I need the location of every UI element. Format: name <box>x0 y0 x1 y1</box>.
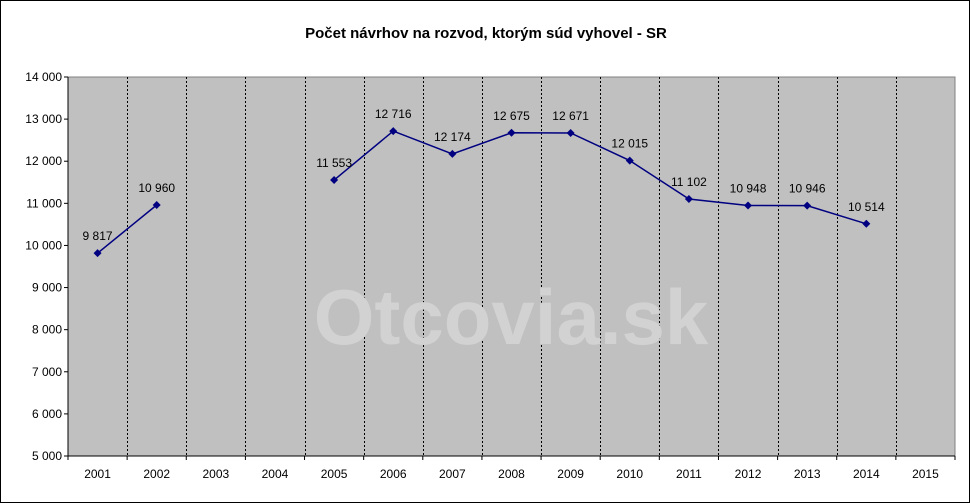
data-label: 12 675 <box>493 109 530 123</box>
y-tick-label: 12 000 <box>25 154 62 168</box>
series-line <box>93 127 871 258</box>
data-point <box>566 128 575 137</box>
data-point <box>330 176 339 185</box>
x-tick-label: 2008 <box>498 467 525 481</box>
data-label: 12 716 <box>375 107 412 121</box>
gridlines <box>127 77 897 456</box>
data-label: 12 174 <box>434 130 471 144</box>
data-label: 12 671 <box>552 109 589 123</box>
data-label: 10 960 <box>138 181 175 195</box>
x-tick-label: 2011 <box>676 467 702 481</box>
watermark-logo: Otcovia.sk <box>314 273 709 361</box>
data-point <box>507 128 516 137</box>
data-label: 11 102 <box>671 175 707 189</box>
data-point <box>803 201 812 210</box>
data-point <box>862 219 871 228</box>
y-tick-label: 10 000 <box>25 238 62 252</box>
y-tick-label: 8 000 <box>32 323 62 337</box>
x-tick-label: 2001 <box>84 467 111 481</box>
y-tick-label: 11 000 <box>26 196 62 210</box>
x-tick-label: 2013 <box>794 467 821 481</box>
x-tick-label: 2012 <box>735 467 762 481</box>
x-tick-label: 2004 <box>262 467 289 481</box>
data-point <box>93 249 102 258</box>
data-label: 12 015 <box>611 137 648 151</box>
data-point <box>448 149 457 158</box>
x-tick-label: 2014 <box>853 467 880 481</box>
y-tick-label: 5 000 <box>32 449 62 463</box>
data-label: 11 553 <box>316 156 352 170</box>
y-tick-label: 14 000 <box>25 70 62 84</box>
data-label: 10 948 <box>730 182 767 196</box>
y-tick-label: 13 000 <box>25 112 62 126</box>
y-tick-label: 9 000 <box>32 281 62 295</box>
series-line-segment <box>333 130 867 225</box>
x-tick-label: 2006 <box>380 467 407 481</box>
data-label: 10 514 <box>848 200 885 214</box>
data-point <box>625 156 634 165</box>
x-tick-label: 2003 <box>202 467 229 481</box>
y-tick-label: 7 000 <box>32 365 62 379</box>
x-tick-label: 2010 <box>616 467 643 481</box>
data-point <box>152 201 161 210</box>
x-tick-label: 2015 <box>912 467 939 481</box>
data-point <box>389 127 398 136</box>
x-tick-label: 2007 <box>439 467 466 481</box>
plot-area <box>67 76 956 457</box>
x-tick-label: 2002 <box>143 467 170 481</box>
data-point <box>684 195 693 204</box>
x-tick-label: 2005 <box>321 467 348 481</box>
data-labels: 9 817 10 960 11 553 12 716 12 174 12 675 12 67… <box>83 107 885 243</box>
series-line-segment <box>97 204 158 254</box>
data-point <box>744 201 753 210</box>
y-tick-label: 6 000 <box>32 407 62 421</box>
x-tick-label: 2009 <box>557 467 584 481</box>
chart-title: Počet návrhov na rozvod, ktorým súd vyho… <box>305 25 667 42</box>
axes: 5 000 6 000 7 000 8 000 9 000 10 000 11 000 12 … <box>25 70 956 481</box>
data-label: 9 817 <box>83 229 113 243</box>
data-label: 10 946 <box>789 182 826 196</box>
